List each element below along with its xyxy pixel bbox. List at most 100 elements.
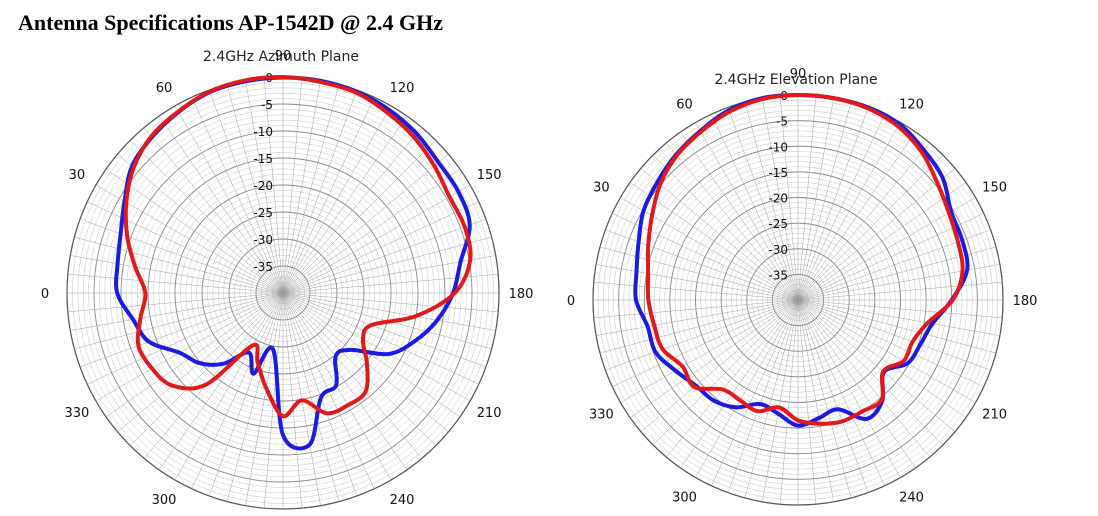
az-spoke [282,153,449,294]
el-spoke [797,299,991,371]
az-spoke [282,115,408,294]
el-spoke [620,197,799,301]
az-spoke [245,80,284,294]
az-spoke [263,77,284,294]
az-spoke [282,292,358,497]
az-radial-label: -25 [253,206,273,220]
el-spoke [640,299,799,432]
el-spoke [797,281,1003,301]
az-grid [66,76,500,510]
el-spoke [797,299,852,499]
el-angle-label: 60 [676,97,693,112]
az-spoke [282,184,471,294]
el-spoke [797,299,967,418]
el-spoke [797,95,817,301]
el-spoke [797,107,869,301]
az-spoke [282,168,461,294]
az-spoke [282,201,479,294]
az-spoke [158,292,284,471]
el-spoke [797,142,930,301]
el-spoke [640,168,799,301]
az-angle-label: 0 [41,287,49,302]
el-angle-label: 240 [899,491,924,506]
el-spoke [605,299,799,371]
az-spoke [282,292,303,509]
el-spoke [797,131,916,301]
az-spoke [67,273,284,294]
az-spoke [79,292,284,368]
el-angle-label: 90 [790,67,807,82]
az-spoke [282,273,499,294]
az-spoke [282,292,436,446]
az-spoke [282,292,423,459]
el-spoke [652,299,799,446]
az-spoke [282,236,492,294]
az-spoke [143,292,284,459]
el-spoke [711,299,799,486]
az-spoke [191,292,284,489]
az-spoke [282,292,461,418]
az-radial-label: -15 [253,152,273,166]
az-spoke [208,292,284,497]
el-spoke [797,299,997,354]
el-spoke [695,122,799,301]
az-angle-label: 30 [69,168,86,183]
az-spoke [282,105,392,294]
az-spoke [143,127,284,294]
el-spoke [629,299,799,418]
az-spoke [208,89,284,294]
az-angle-label: 300 [152,493,177,508]
az-spoke [282,292,487,368]
az-spoke [226,292,284,502]
az-spoke [79,218,284,294]
el-angle-label: 210 [982,408,1007,423]
az-spoke [174,292,284,481]
az-spoke [117,153,284,294]
el-spoke [797,299,976,403]
az-spoke [282,89,358,294]
az-spoke [282,97,375,294]
az-angle-label: 330 [64,406,89,421]
el-spoke [599,246,799,301]
el-spoke [797,299,834,502]
el-spoke [680,299,799,469]
el-spoke [797,299,916,469]
el-spoke [744,299,799,499]
az-spoke [87,292,284,385]
az-spoke [282,292,340,502]
el-spoke [797,168,956,301]
az-angle-label: 210 [477,406,502,421]
az-series-line-red [123,74,473,419]
el-spoke [779,299,799,505]
az-spoke [282,292,479,385]
el-radial-label: -20 [768,192,788,206]
az-spoke [282,140,436,294]
az-spoke [105,292,284,418]
el-spoke [629,182,799,301]
az-spoke [158,115,284,294]
el-radial-label: -25 [768,217,788,231]
az-spoke [87,201,284,294]
az-spoke [130,292,284,446]
el-spoke [652,154,799,301]
az-angle-label: 60 [156,81,173,96]
el-radial-label: -5 [776,115,788,129]
el-spoke [599,299,799,354]
az-spoke [282,84,340,294]
az-spoke [282,77,303,294]
el-spoke [593,281,799,301]
el-spoke [727,299,799,493]
az-spoke [226,84,284,294]
az-spoke [130,140,284,294]
el-spoke [797,101,852,301]
el-spoke [593,299,799,319]
az-spoke [70,292,284,331]
el-spoke [797,114,885,301]
page-title: Antenna Specifications AP-1542D @ 2.4 GH… [18,10,444,35]
el-spoke [711,114,799,301]
az-angle-label: 150 [477,168,502,183]
az-spoke [282,292,408,471]
el-spoke [762,98,799,301]
az-spoke [245,292,284,506]
